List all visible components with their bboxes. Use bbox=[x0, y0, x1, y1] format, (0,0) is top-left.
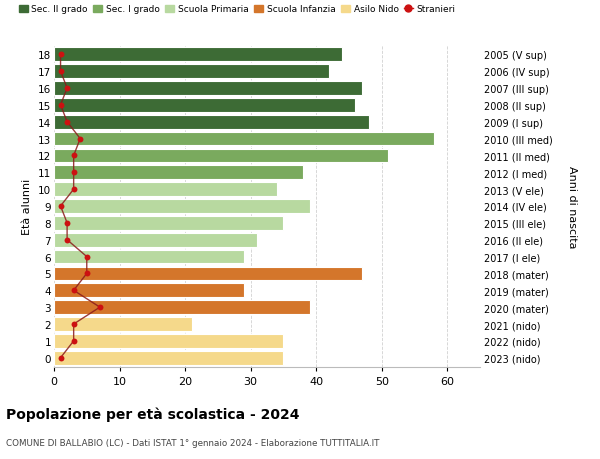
Point bbox=[69, 337, 79, 345]
Point bbox=[69, 152, 79, 160]
Point bbox=[69, 287, 79, 294]
Point bbox=[56, 354, 65, 362]
Text: COMUNE DI BALLABIO (LC) - Dati ISTAT 1° gennaio 2024 - Elaborazione TUTTITALIA.I: COMUNE DI BALLABIO (LC) - Dati ISTAT 1° … bbox=[6, 438, 380, 448]
Y-axis label: Età alunni: Età alunni bbox=[22, 179, 32, 235]
Point bbox=[76, 135, 85, 143]
Point bbox=[62, 119, 72, 126]
Bar bbox=[54, 217, 283, 230]
Point bbox=[56, 68, 65, 76]
Text: Popolazione per età scolastica - 2024: Popolazione per età scolastica - 2024 bbox=[6, 406, 299, 421]
Bar bbox=[54, 284, 244, 297]
Point bbox=[62, 236, 72, 244]
Bar bbox=[54, 48, 343, 62]
Bar bbox=[54, 351, 283, 365]
Bar bbox=[54, 334, 283, 348]
Legend: Sec. II grado, Sec. I grado, Scuola Primaria, Scuola Infanzia, Asilo Nido, Stran: Sec. II grado, Sec. I grado, Scuola Prim… bbox=[19, 6, 455, 14]
Point bbox=[69, 186, 79, 193]
Bar bbox=[54, 301, 310, 314]
Point bbox=[82, 253, 92, 261]
Point bbox=[95, 304, 104, 311]
Point bbox=[82, 270, 92, 278]
Point bbox=[56, 203, 65, 210]
Bar bbox=[54, 82, 362, 95]
Point bbox=[62, 85, 72, 92]
Bar bbox=[54, 233, 257, 247]
Bar bbox=[54, 200, 310, 213]
Bar bbox=[54, 65, 329, 79]
Bar bbox=[54, 132, 434, 146]
Bar bbox=[54, 116, 368, 129]
Bar bbox=[54, 318, 191, 331]
Bar bbox=[54, 99, 355, 112]
Y-axis label: Anni di nascita: Anni di nascita bbox=[567, 165, 577, 248]
Bar bbox=[54, 267, 362, 281]
Point bbox=[69, 321, 79, 328]
Bar bbox=[54, 250, 244, 264]
Point bbox=[69, 169, 79, 177]
Bar bbox=[54, 149, 388, 163]
Point bbox=[56, 51, 65, 59]
Point bbox=[56, 102, 65, 109]
Bar bbox=[54, 183, 277, 196]
Bar bbox=[54, 166, 303, 180]
Point bbox=[62, 220, 72, 227]
